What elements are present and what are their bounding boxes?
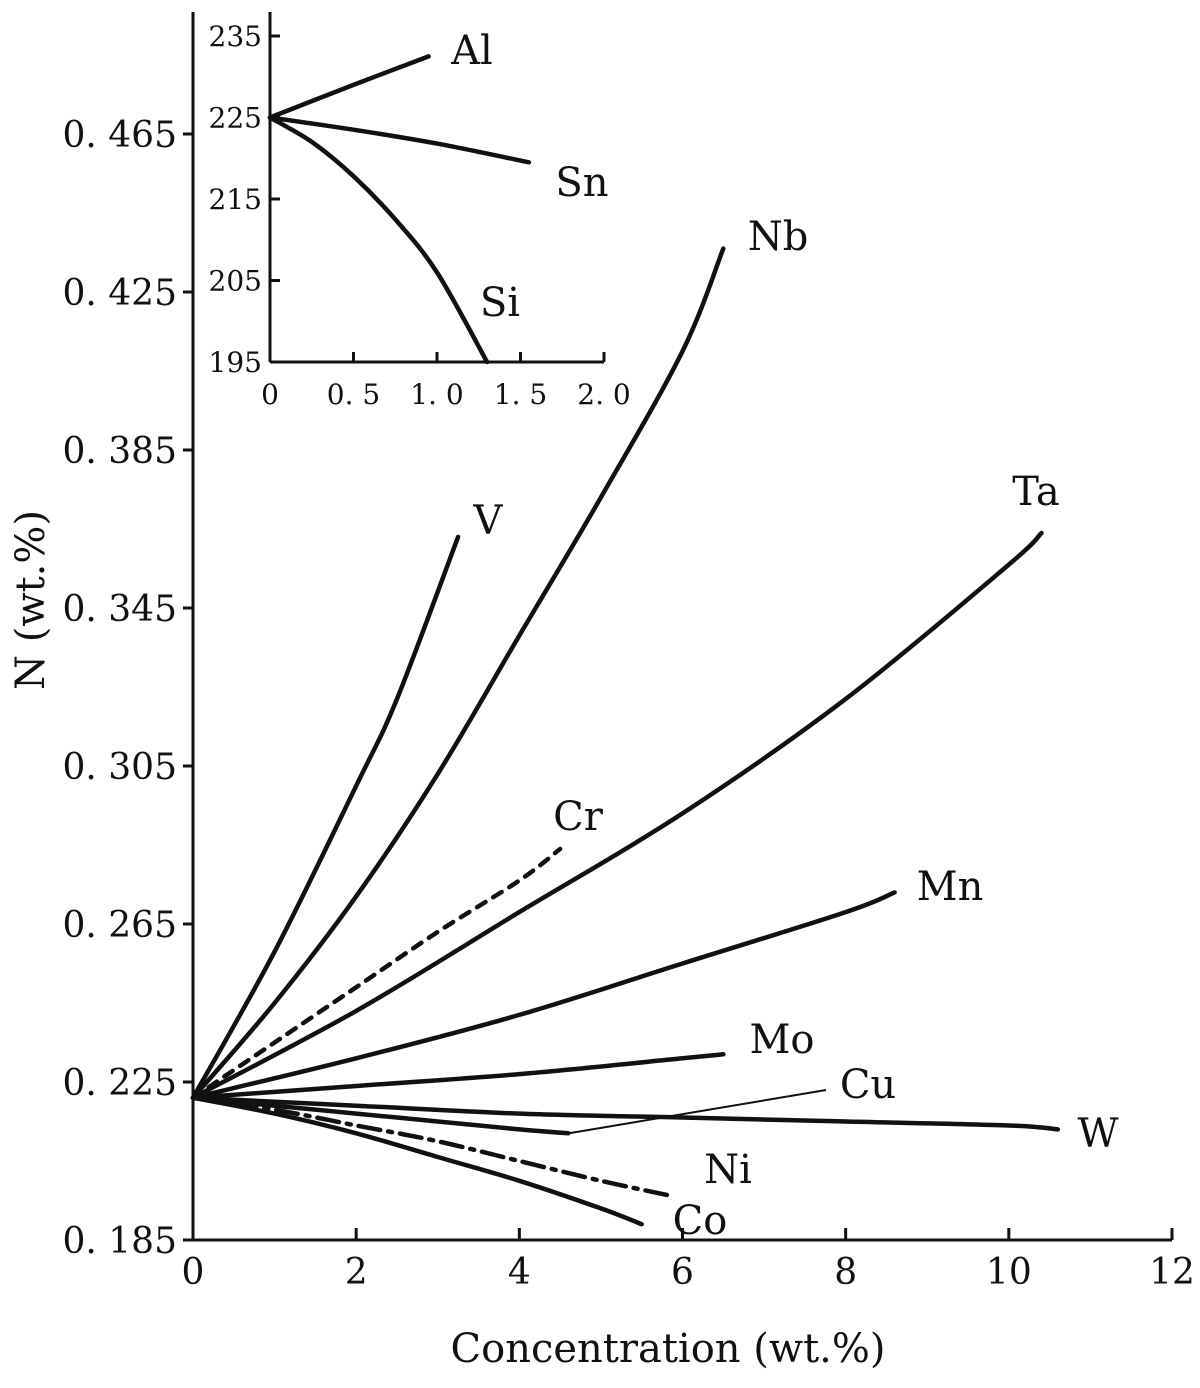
inset-series-line-si (267, 115, 490, 365)
x-tick-label: 8 (834, 1252, 857, 1293)
inset-series-line-sn (267, 115, 532, 165)
inset-series-label-al: Al (450, 28, 493, 74)
series-line-cr (190, 846, 563, 1101)
x-tick-label: 10 (986, 1252, 1032, 1293)
y-tick-label: 0. 185 (62, 1221, 177, 1262)
inset-y-tick-label: 195 (209, 346, 262, 379)
series-label-ni: Ni (704, 1147, 752, 1193)
series-line-mo (190, 1052, 726, 1101)
inset-x-tick-label: 0. 5 (327, 378, 380, 411)
series-label-mo: Mo (749, 1017, 814, 1063)
inset-x-tick-label: 1. 0 (410, 378, 463, 411)
series-label-w: W (1077, 1111, 1118, 1157)
x-tick-label: 4 (508, 1252, 531, 1293)
x-tick-label: 2 (345, 1252, 368, 1293)
inset-y-tick-label: 215 (209, 183, 262, 216)
series-line-v (190, 534, 461, 1101)
x-tick-label: 0 (182, 1252, 205, 1293)
main-chart: 0 2 4 6 8 10 12 0. 185 0. 225 0. 265 0. 305 0. 345… (8, 12, 1195, 1372)
y-tick-label: 0. 425 (62, 273, 177, 314)
y-tick-label: 0. 345 (62, 589, 177, 630)
y-tick-label: 0. 305 (62, 747, 177, 788)
inset-x-tick-label: 1. 5 (494, 378, 547, 411)
series-label-cr: Cr (553, 794, 604, 840)
x-tick-label: 12 (1149, 1252, 1195, 1293)
x-tick-label: 6 (671, 1252, 694, 1293)
inset-x-tick-label: 0 (261, 378, 279, 411)
inset-y-tick-label: 205 (209, 265, 262, 298)
series-line-mn (190, 890, 897, 1101)
y-tick-label: 0. 465 (62, 115, 177, 156)
series-label-cu: Cu (840, 1062, 896, 1108)
inset-series-label-sn: Sn (555, 160, 608, 206)
series-label-nb: Nb (748, 214, 809, 260)
x-axis-label: Concentration (wt.%) (451, 1326, 886, 1372)
series-line-nb (190, 246, 726, 1101)
series-label-co: Co (673, 1198, 728, 1244)
series-line-co (190, 1095, 644, 1227)
inset-x-tick-label: 2. 0 (577, 378, 630, 411)
cu-leader-line (568, 1089, 827, 1135)
y-tick-label: 0. 265 (62, 905, 177, 946)
series-label-ta: Ta (1012, 469, 1059, 515)
inset-chart: 0 0. 5 1. 0 1. 5 2. 0 195 205 215 225 235 Al Sn Si (209, 12, 631, 411)
y-axis-label: N (wt.%) (8, 510, 54, 690)
inset-series-line-al (267, 54, 431, 120)
y-tick-label: 0. 225 (62, 1063, 177, 1104)
series-label-v: V (473, 498, 504, 544)
series-label-mn: Mn (917, 864, 984, 910)
inset-y-tick-label: 235 (209, 20, 262, 53)
series-line-ta (190, 530, 1044, 1101)
series-line-cu (190, 1095, 571, 1136)
y-tick-label: 0. 385 (62, 431, 177, 472)
series-line-ni (190, 1095, 677, 1199)
inset-series-label-si: Si (480, 280, 520, 326)
inset-y-tick-label: 225 (209, 102, 262, 135)
